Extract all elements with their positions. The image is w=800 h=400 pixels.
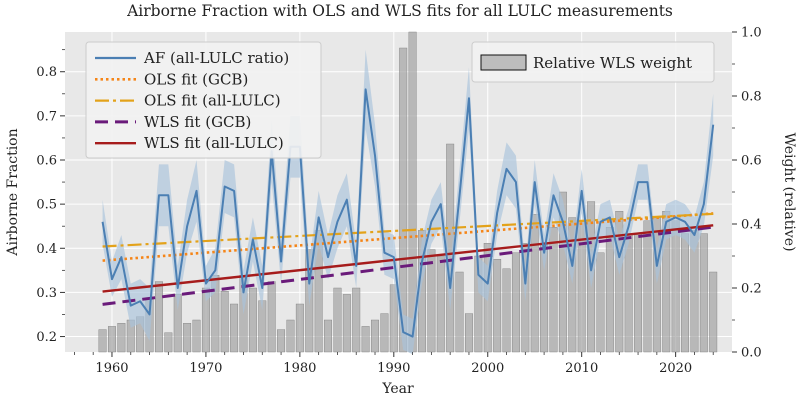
wls-gcb-line xyxy=(102,225,714,306)
x-tick-label: 2010 xyxy=(565,361,598,376)
weight-bar xyxy=(634,233,643,353)
x-tick-label: 1980 xyxy=(283,361,316,376)
weight-bar xyxy=(681,233,689,353)
weight-bar xyxy=(333,287,342,353)
weight-bar xyxy=(493,259,502,353)
weight-bar xyxy=(596,252,605,353)
y2-tick-label: 1.0 xyxy=(741,26,762,41)
legend-label-ols_all: OLS fit (all-LULC) xyxy=(144,92,281,110)
y-tick-label: 0.5 xyxy=(36,198,57,213)
legend-left: AF (all-LULC ratio) OLS fit (GCB) OLS fit … xyxy=(85,41,322,159)
weight-bar xyxy=(108,326,116,353)
legend-label-bars: Relative WLS weight xyxy=(533,54,692,72)
x-tick-label: 2020 xyxy=(659,361,692,376)
weight-bar xyxy=(230,303,239,353)
weight-bar xyxy=(427,249,436,353)
weight-bar xyxy=(380,313,389,353)
weight-bar xyxy=(709,271,718,353)
weight-bar xyxy=(183,323,192,353)
x-axis-label: Year xyxy=(381,381,414,397)
weight-bar xyxy=(399,47,408,353)
legend-label-ols_gcb: OLS fit (GCB) xyxy=(144,70,248,88)
y-tick-label: 0.4 xyxy=(36,242,57,257)
legend-left-box xyxy=(85,41,322,159)
weight-bar xyxy=(117,323,126,353)
y2-tick-label: 0.8 xyxy=(741,90,762,105)
weight-bar xyxy=(324,319,333,353)
weight-bar xyxy=(511,252,520,353)
weight-bar xyxy=(98,329,107,353)
af-line xyxy=(101,88,715,338)
y-tick-label: 0.7 xyxy=(36,109,57,124)
y2-axis-label: Weight (relative) xyxy=(781,132,797,251)
y-tick-label: 0.6 xyxy=(36,154,57,169)
y-tick-label: 0.8 xyxy=(36,65,57,80)
weight-bar xyxy=(502,268,511,353)
weight-bar xyxy=(643,220,652,353)
weight-bar xyxy=(277,329,286,353)
af-uncertainty-band xyxy=(102,49,714,355)
axes: 1960 1970 1980 1990 2000 2010 2020 0.2 0.3 0.4 0.5… xyxy=(36,26,761,377)
weight-bar xyxy=(220,291,229,353)
weight-bar xyxy=(352,287,361,353)
chart-title: Airborne Fraction with OLS and WLS fits … xyxy=(126,2,673,20)
weight-bar xyxy=(342,294,351,353)
x-tick-label: 1960 xyxy=(95,361,128,376)
weight-bar xyxy=(549,226,558,353)
weight-bar xyxy=(192,319,201,353)
weight-bar xyxy=(286,319,295,353)
af-line-group xyxy=(101,88,715,338)
weight-bar xyxy=(671,220,680,353)
wls-all-lulc-line xyxy=(102,224,714,293)
y2-tick-label: 0.0 xyxy=(741,346,762,361)
weight-bar xyxy=(248,287,257,353)
y-axis-label: Airborne Fraction xyxy=(5,128,21,256)
legend-label-wls_all: WLS fit (all-LULC) xyxy=(144,134,284,152)
y2-tick-label: 0.4 xyxy=(741,218,762,233)
legend-label-wls_gcb: WLS fit (GCB) xyxy=(144,113,251,131)
legend-right-box xyxy=(471,41,715,83)
weight-bar xyxy=(371,319,379,353)
weight-bar xyxy=(164,332,173,353)
weight-bar xyxy=(568,217,577,353)
weight-bar xyxy=(436,255,445,353)
weight-bar xyxy=(699,233,708,353)
legend-swatch-bars xyxy=(480,54,527,71)
weight-bar xyxy=(154,281,163,353)
y2-tick-label: 0.6 xyxy=(741,154,762,169)
ols-all-lulc-line xyxy=(102,212,714,248)
weight-bar xyxy=(455,271,464,353)
uncertainty-band xyxy=(102,49,714,355)
y-tick-label: 0.3 xyxy=(36,286,57,301)
weight-bar xyxy=(267,281,276,353)
y-tick-label: 0.2 xyxy=(36,330,57,345)
x-tick-label: 1970 xyxy=(189,361,222,376)
legend-label-af: AF (all-LULC ratio) xyxy=(143,49,289,67)
fit-lines xyxy=(102,212,714,306)
x-tick-label: 2000 xyxy=(471,361,504,376)
weight-bar xyxy=(465,313,473,353)
weight-bar xyxy=(295,303,304,353)
weight-bar xyxy=(530,214,539,353)
y2-tick-label: 0.2 xyxy=(741,282,762,297)
weight-bar xyxy=(361,326,370,353)
legend-right: Relative WLS weight xyxy=(471,41,715,83)
x-tick-label: 1990 xyxy=(377,361,410,376)
